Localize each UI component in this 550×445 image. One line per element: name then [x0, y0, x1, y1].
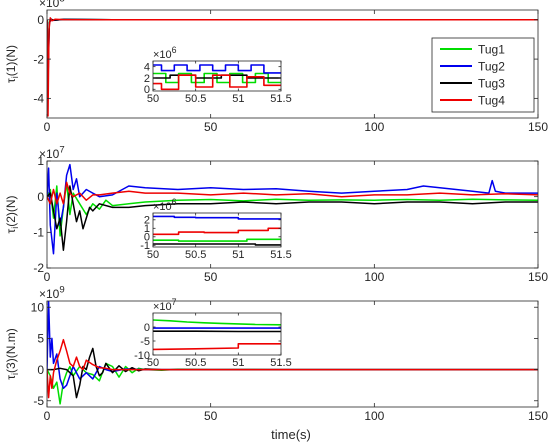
panel-3-inset-series-group — [153, 319, 281, 351]
panel-2-inset-xtick-label-3: 51.5 — [270, 249, 291, 261]
panel-3-plot-area — [47, 301, 538, 407]
panel-1-inset-frame — [152, 60, 282, 92]
panel-2-series-group — [47, 163, 538, 255]
panel-3-xtick-label-3: 150 — [528, 409, 548, 423]
panel-3-series-group — [47, 301, 538, 405]
panel-3-exponent-label: ×109 — [39, 285, 65, 301]
panel-2-xtick-label-0: 0 — [44, 270, 51, 284]
panel-2-inset-xtick-label-1: 50.5 — [185, 249, 206, 261]
panel-3-ytick-label-3: -5 — [33, 394, 44, 408]
panel-1-inset-xtick-label-1: 50.5 — [185, 93, 206, 105]
panel-2-ytick-label-2: -1 — [33, 226, 44, 240]
panel-2-xtick-label-3: 150 — [528, 270, 548, 284]
panel-3-inset-frame — [152, 312, 282, 356]
legend-entry-2: Tug2 — [478, 60, 505, 74]
panel-1-ytick-label-0: 0 — [37, 13, 44, 27]
panel-1-inset-xtick-label-2: 51 — [232, 93, 244, 105]
panel-3-series-line-4 — [47, 338, 538, 399]
panel-1-y-axis-label: τi(1)(N) — [4, 45, 20, 83]
panel-3-ytick-label-2: 0 — [37, 363, 44, 377]
panel-1-xtick-label-1: 50 — [204, 120, 218, 134]
panel-1-inset-xtick-label-3: 51.5 — [270, 93, 291, 105]
panel-2-y-axis-label: τi(2)(N) — [4, 195, 20, 233]
panel-2-inset-series-group — [153, 215, 281, 246]
panel-1-series-group — [47, 17, 538, 117]
panel-3-inset-xtick-label-3: 51.5 — [270, 357, 291, 369]
panel-2-series-line-2 — [47, 163, 538, 255]
panel-2-frame — [46, 160, 539, 269]
panel-3-frame — [46, 300, 539, 408]
panel-2-plot-area — [47, 161, 538, 268]
panel-2-series-line-3 — [47, 185, 538, 251]
panel-2-inset-ytick-label-1: 1 — [144, 223, 150, 235]
x-axis-label: time(s) — [271, 427, 311, 442]
panel-1-xtick-label-3: 150 — [528, 120, 548, 134]
panel-3-xtick-label-0: 0 — [44, 409, 51, 423]
panel-1-inset-ytick-label-0: 4 — [144, 62, 150, 74]
panel-3-inset-xtick-label-1: 50.5 — [185, 357, 206, 369]
panel-1-xtick-label-0: 0 — [44, 120, 51, 134]
panel-1-inset-ytick-label-1: 2 — [144, 73, 150, 85]
panel-1-ytick-label-1: -2 — [33, 52, 44, 66]
panel-2-inset-series-line-3 — [153, 238, 281, 242]
panel-2-series-line-4 — [47, 181, 538, 205]
panel-2-inset-series-line-2 — [153, 227, 281, 236]
panel-2-inset-series-line-1 — [153, 215, 281, 220]
panel-3-inset: 50 50.5 51 51.5 0 -5 -10 ×107 — [134, 297, 292, 369]
panel-3-inset-exponent-label: ×107 — [153, 297, 177, 313]
panel-3-ytick-label-0: 10 — [31, 300, 45, 314]
panel-1-inset-exponent-label: ×106 — [153, 45, 177, 61]
panel-1-inset-xtick-label-0: 50 — [147, 93, 159, 105]
panel-1-inset: 50 50.5 51 51.5 420 ×106 — [144, 45, 292, 105]
panel-3-inset-xtick-label-0: 50 — [147, 357, 159, 369]
panel-1-xtick-label-2: 100 — [364, 120, 384, 134]
panel-2-inset-ytick-label-0: 2 — [144, 215, 150, 227]
panel-1-inset-ytick-label-2: 0 — [144, 84, 150, 96]
panel-3-inset-ytick-label-1: -5 — [140, 336, 150, 348]
panel-2-ytick-label-1: 0 — [37, 190, 44, 204]
panel-2-exponent-label: ×107 — [39, 145, 65, 161]
panel-3-y-axis-label: τi(3)(N.m) — [4, 328, 20, 379]
panel-3-inset-series-line-4 — [153, 342, 281, 351]
legend: Tug1 Tug2 Tug3 Tug4 — [431, 37, 535, 113]
panel-2-xtick-label-1: 50 — [204, 270, 218, 284]
panel-3-inset-ytick-label-2: -10 — [134, 350, 150, 362]
panel-3-inset-ytick-label-0: 0 — [144, 322, 150, 334]
panel-3-xtick-label-2: 100 — [364, 409, 384, 423]
panel-2-xtick-label-2: 100 — [364, 270, 384, 284]
panel-2-inset-exponent-label: ×106 — [153, 197, 177, 213]
panel-2-inset: 50 50.5 51 51.5 210-1 ×106 — [140, 197, 291, 261]
panel-2-inset-frame — [152, 212, 282, 248]
panel-1-series-line-4 — [47, 17, 538, 117]
panel-1-ytick-label-2: -4 — [33, 92, 44, 106]
legend-entry-4: Tug4 — [478, 94, 505, 108]
panel-2-inset-xtick-label-0: 50 — [147, 249, 159, 261]
panel-3-series-line-3 — [47, 347, 538, 399]
panel-3-inset-xtick-label-2: 51 — [232, 357, 244, 369]
panel-1-frame — [46, 9, 539, 119]
legend-entry-3: Tug3 — [478, 77, 505, 91]
panel-1-inset-series-group — [153, 64, 281, 91]
panel-3-ytick-label-1: 5 — [37, 332, 44, 346]
panel-3-inset-series-line-1 — [153, 319, 281, 326]
panel-1-inset-series-line-4 — [153, 74, 281, 91]
panel-2-ytick-label-3: -2 — [33, 261, 44, 275]
legend-entry-1: Tug1 — [478, 43, 505, 57]
panel-3-xtick-label-1: 50 — [204, 409, 218, 423]
panel-1-inset-series-line-2 — [153, 64, 281, 74]
panel-2-ytick-label-0: 1 — [37, 154, 44, 168]
panel-2-inset-series-line-4 — [153, 243, 281, 246]
panel-2-inset-xtick-label-2: 51 — [232, 249, 244, 261]
panel-2-inset-ytick-label-2: 0 — [144, 232, 150, 244]
panel-2-inset-ytick-label-3: -1 — [140, 240, 150, 252]
panel-1-exponent-label: ×108 — [39, 0, 65, 10]
